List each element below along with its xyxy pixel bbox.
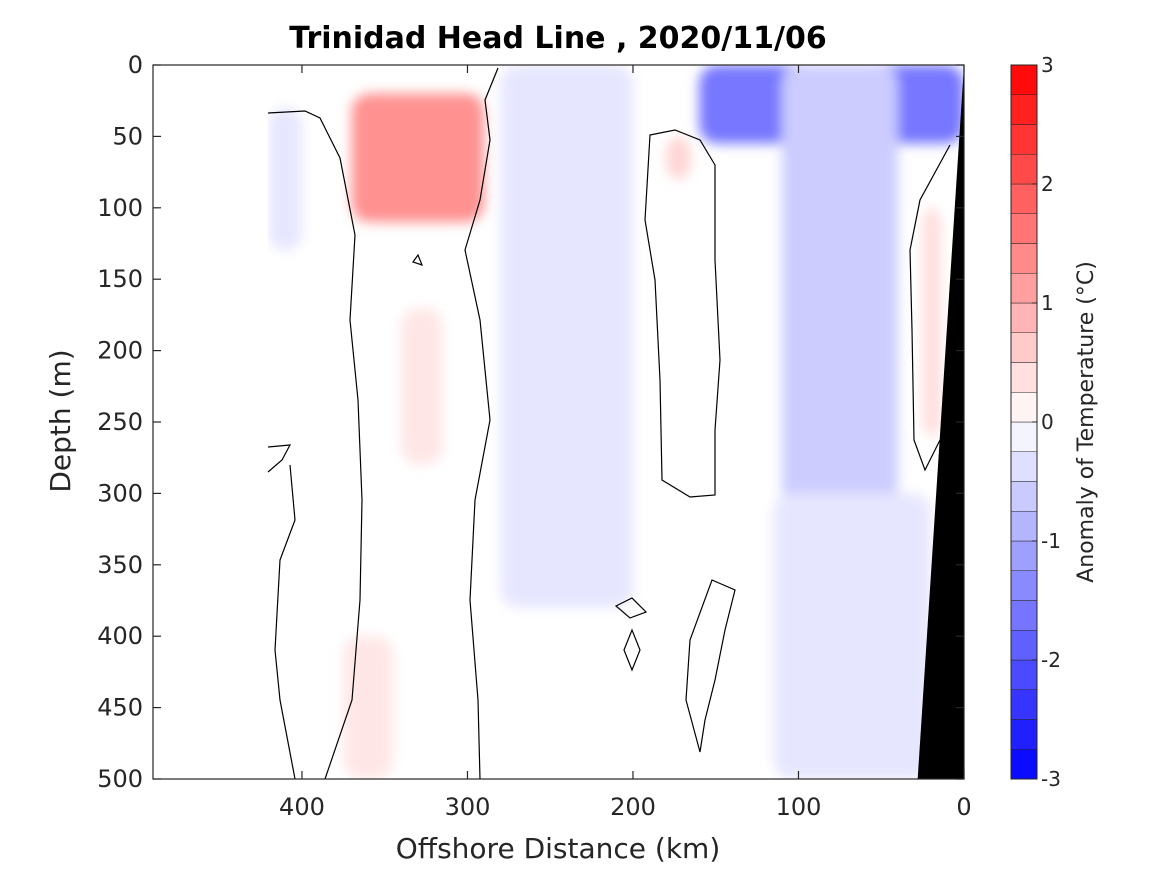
colorbar-segment [1010, 392, 1038, 423]
y-tick-label: 450 [97, 694, 143, 722]
colorbar-segment [1010, 570, 1038, 601]
colorbar-segment [1010, 154, 1038, 185]
anomaly-inshore-cool-bottom [773, 493, 931, 779]
chart-title: Trinidad Head Line , 2020/11/06 [289, 21, 826, 56]
colorbar-segment [1010, 183, 1038, 214]
colorbar-tick-label: -3 [1041, 767, 1061, 791]
y-tick-label: 200 [97, 337, 143, 365]
colorbar-tick-label: -1 [1041, 529, 1061, 553]
anomaly-bottom-warm-patch [343, 636, 393, 779]
colorbar-segment [1010, 124, 1038, 155]
anomaly-offshore-cool-patch [268, 107, 302, 251]
colorbar-segment [1010, 302, 1038, 333]
bathymetry-seafloor [917, 65, 964, 779]
y-axis-label: Depth (m) [44, 349, 77, 492]
colorbar-segment [1010, 600, 1038, 631]
y-tick-label: 250 [97, 408, 143, 436]
colorbar-tick-label: 3 [1041, 53, 1054, 77]
colorbar-segment [1010, 689, 1038, 720]
x-tick-label: 0 [956, 793, 971, 821]
zero-contour-deep-1 [685, 579, 736, 753]
zero-contour-offshore [267, 110, 363, 779]
anomaly-deep-warm-patch [401, 307, 443, 465]
colorbar-segment [1010, 362, 1038, 393]
x-tick-label: 400 [279, 793, 325, 821]
zero-contour-small [412, 253, 424, 266]
x-tick-label: 300 [445, 793, 491, 821]
y-tick-label: 50 [112, 122, 143, 150]
colorbar-segment [1010, 540, 1038, 571]
y-tick-label: 300 [97, 479, 143, 507]
zero-contours [267, 67, 951, 779]
colorbar-segment [1010, 213, 1038, 244]
colorbar-segment [1010, 94, 1038, 125]
colorbar-tick-label: -2 [1041, 648, 1061, 672]
colorbar-segment [1010, 630, 1038, 661]
y-tick-label: 150 [97, 265, 143, 293]
y-tick-label: 0 [128, 51, 143, 79]
colorbar-segment [1010, 511, 1038, 542]
colorbar-segment [1010, 332, 1038, 363]
colorbar-segment [1010, 243, 1038, 274]
colorbar-segment [1010, 64, 1038, 95]
zero-contour-deep-2 [614, 597, 648, 619]
zero-contour-mid [464, 67, 499, 779]
zero-contour-nearshore [909, 144, 951, 472]
x-axis-label: Offshore Distance (km) [396, 832, 721, 865]
colorbar-segment [1010, 481, 1038, 512]
y-tick-label: 100 [97, 194, 143, 222]
x-tick-label: 200 [610, 793, 656, 821]
colorbar-segment [1010, 451, 1038, 482]
colorbar-label: Anomaly of Temperature (°C) [1074, 261, 1099, 583]
anomaly-nearshore-warm-strip [922, 207, 941, 437]
anomaly-subsurface-warm-spot [666, 136, 691, 180]
zero-contour-edge [267, 444, 296, 779]
x-tick-label: 100 [776, 793, 822, 821]
colorbar-segment [1010, 273, 1038, 304]
colorbar: 3 2 1 0 -1 -2 -3 [1010, 53, 1061, 791]
zero-contour-subsurface [644, 129, 721, 498]
anomaly-offshore-warm-core [351, 93, 485, 223]
colorbar-tick-label: 0 [1041, 410, 1054, 434]
anomaly-fields [268, 65, 964, 779]
colorbar-segment [1010, 421, 1038, 452]
colorbar-segment [1010, 719, 1038, 750]
colorbar-segment [1010, 659, 1038, 690]
y-tick-label: 400 [97, 622, 143, 650]
colorbar-tick-label: 1 [1041, 291, 1054, 315]
anomaly-mid-cool-column [500, 65, 633, 608]
y-tick-label: 350 [97, 551, 143, 579]
colorbar-tick-label: 2 [1041, 172, 1054, 196]
zero-contour-deep-3 [623, 628, 641, 672]
colorbar-segment [1010, 749, 1038, 780]
y-tick-label: 500 [97, 765, 143, 793]
y-axis: 0 50 100 150 200 250 300 350 400 450 500 [97, 51, 964, 793]
x-axis: 400 300 200 100 0 [279, 65, 972, 821]
